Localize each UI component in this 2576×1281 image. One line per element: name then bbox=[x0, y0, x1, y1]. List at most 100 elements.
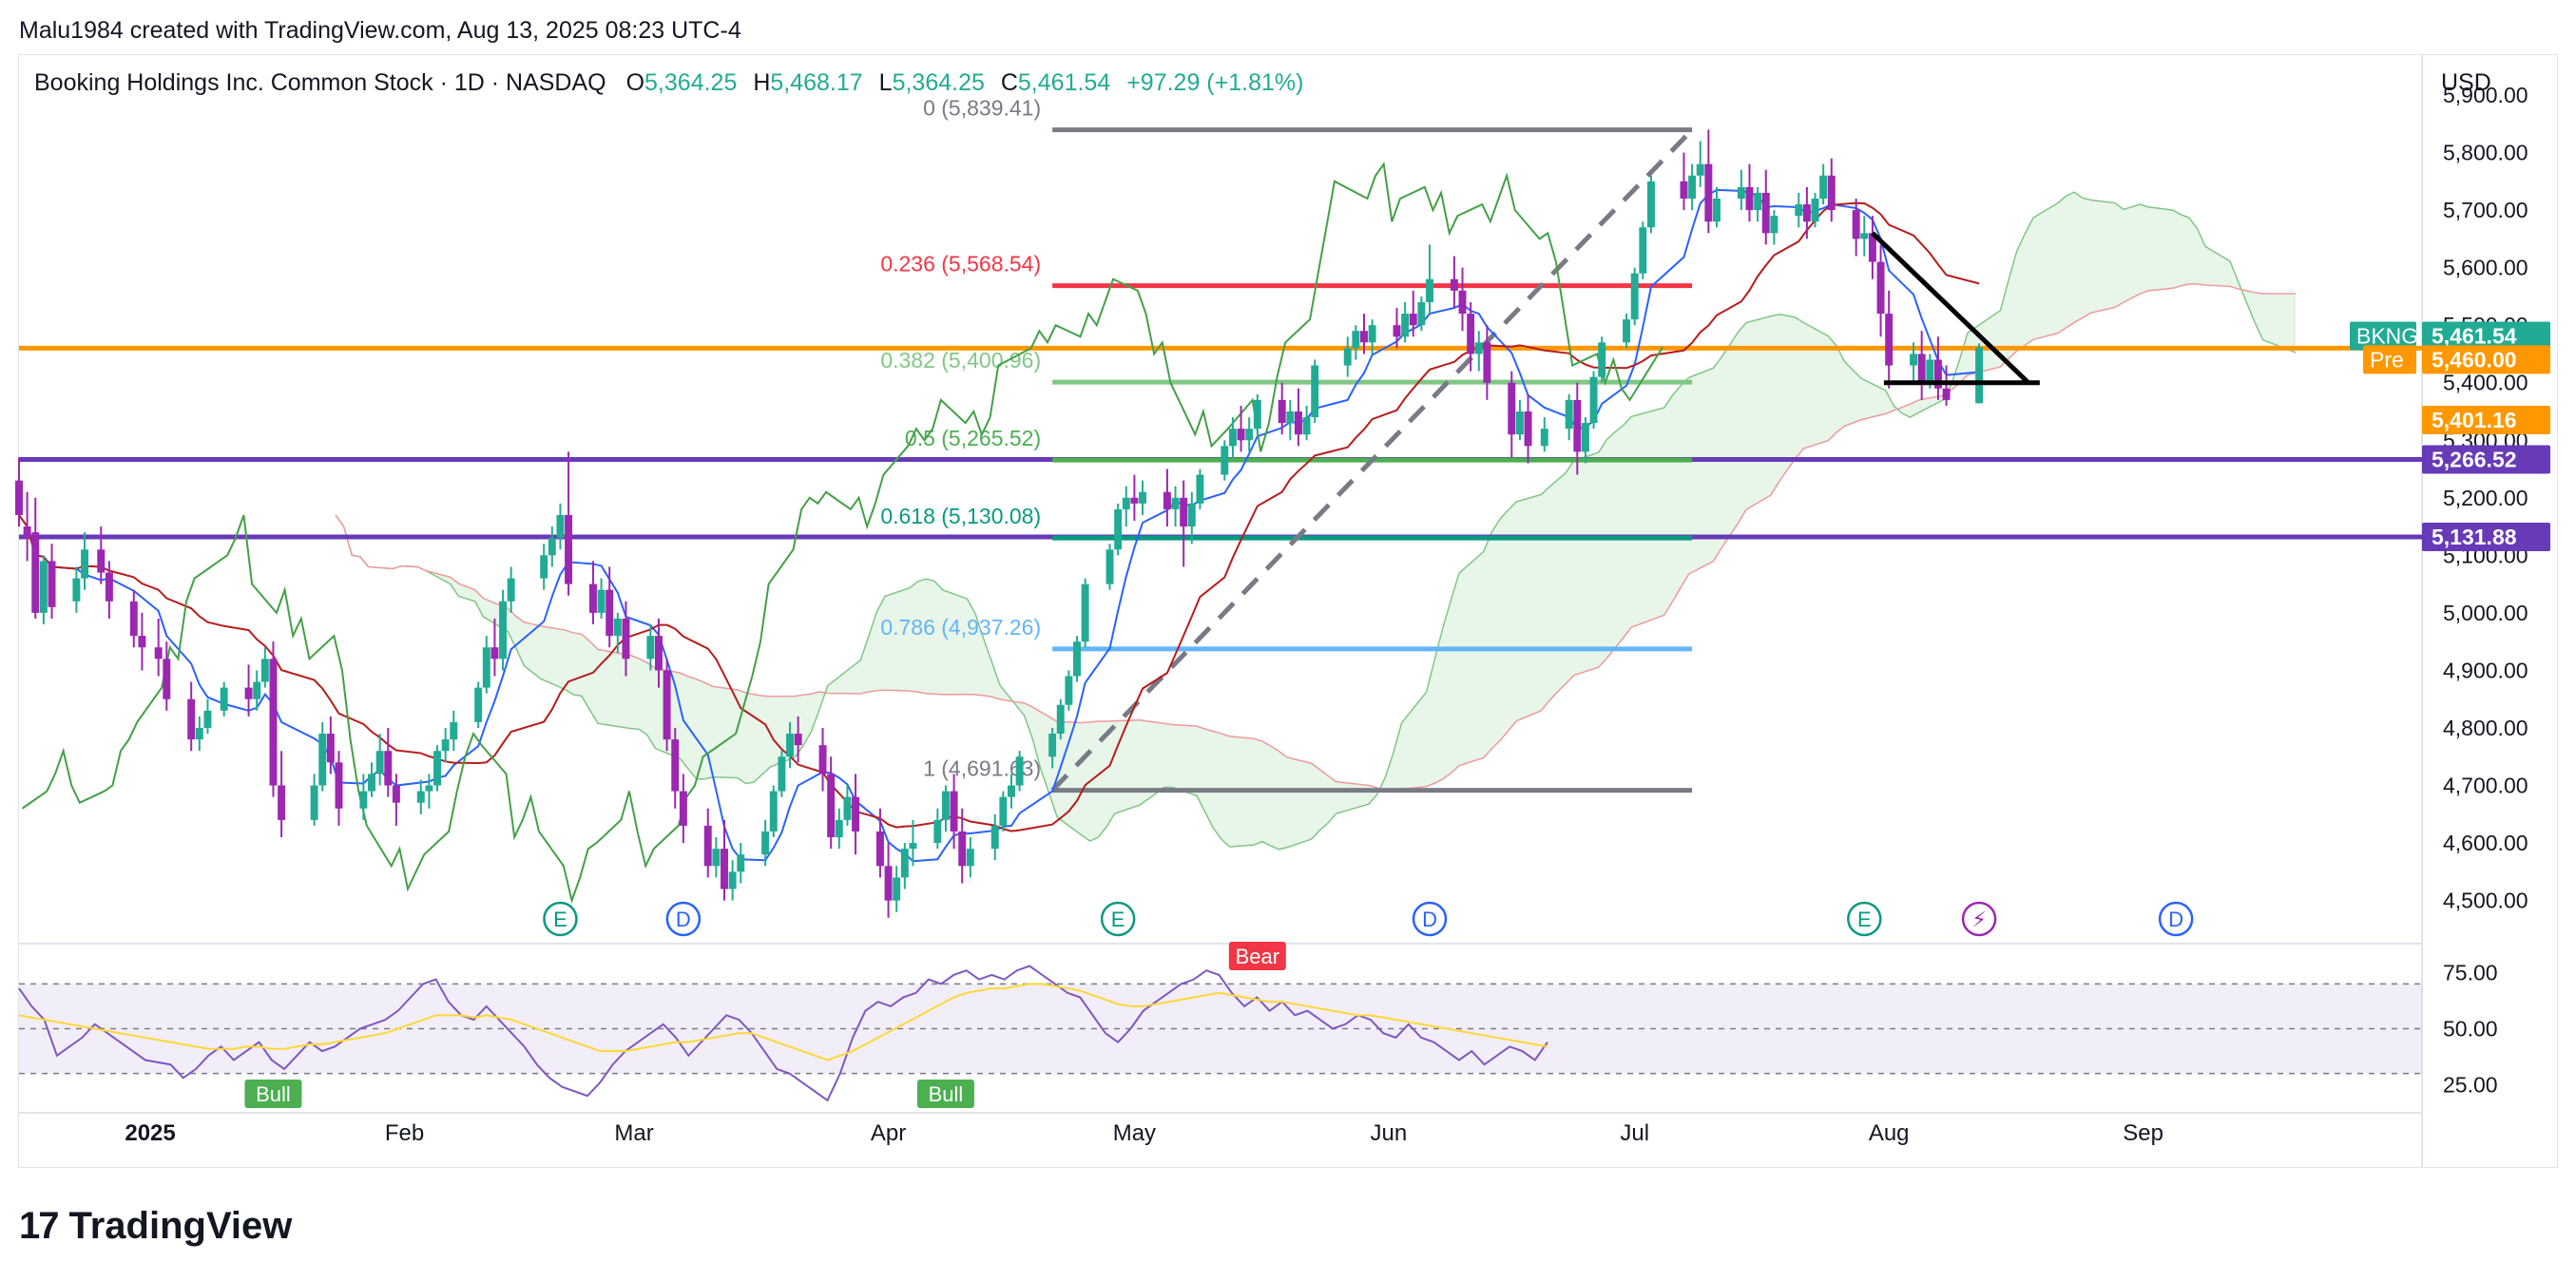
symbol-title[interactable]: Booking Holdings Inc. Common Stock · 1D … bbox=[34, 69, 606, 96]
fibonacci-retracement[interactable]: 0 (5,839.41) 0.236 (5,568.54) 0.382 (5,400… bbox=[880, 96, 1694, 793]
time-axis-tick: Apr bbox=[871, 1120, 906, 1146]
price-tag-value: 5,266.52 bbox=[2432, 448, 2517, 472]
candle-body bbox=[818, 745, 827, 774]
candle-body bbox=[786, 734, 795, 757]
earnings-event-icon[interactable]: E bbox=[1847, 901, 1882, 937]
dividend-event-icon[interactable]: D bbox=[665, 901, 702, 937]
earnings-event-icon[interactable]: E bbox=[1100, 901, 1136, 937]
candle bbox=[1589, 371, 1598, 430]
candle-body bbox=[565, 514, 573, 584]
candle bbox=[220, 681, 228, 717]
trend-drawings[interactable] bbox=[1871, 231, 2040, 386]
candle bbox=[1467, 301, 1475, 372]
candle-body bbox=[163, 659, 171, 699]
candle-body bbox=[1598, 342, 1606, 377]
candle bbox=[1073, 636, 1081, 682]
candle bbox=[1885, 290, 1894, 389]
candle bbox=[105, 561, 113, 619]
candle-body bbox=[507, 578, 515, 602]
candle-body bbox=[1688, 175, 1697, 199]
candle bbox=[244, 664, 253, 717]
dividend-event-icon[interactable]: D bbox=[1412, 901, 1448, 937]
candle-body bbox=[1467, 314, 1475, 354]
fib-level-label: 0.786 (4,937.26) bbox=[880, 615, 1041, 640]
candle bbox=[81, 532, 88, 590]
candle bbox=[1171, 486, 1180, 527]
candle bbox=[97, 526, 106, 584]
candle-body bbox=[335, 762, 343, 809]
candle bbox=[1139, 480, 1147, 515]
candle bbox=[375, 734, 384, 786]
price-tag-box bbox=[2422, 321, 2550, 351]
candle bbox=[1311, 359, 1319, 424]
candle-body bbox=[1180, 497, 1188, 527]
candle-body bbox=[721, 849, 728, 889]
candle-body bbox=[1917, 354, 1926, 383]
candle-body bbox=[1450, 278, 1458, 291]
candle bbox=[900, 843, 909, 889]
candle bbox=[318, 721, 327, 792]
candle-body bbox=[875, 831, 884, 867]
candle-body bbox=[1581, 423, 1589, 452]
candle-body bbox=[588, 583, 597, 613]
candle-body bbox=[761, 831, 770, 855]
tradingview-logo-icon: 17 bbox=[19, 1204, 59, 1247]
candle bbox=[433, 745, 441, 792]
event-markers[interactable]: E D E D E ⚡ D bbox=[543, 901, 2194, 937]
candle-body bbox=[1573, 399, 1582, 452]
candle bbox=[966, 837, 974, 878]
price-tag-label-box bbox=[2363, 345, 2416, 374]
candle-body bbox=[1704, 163, 1713, 222]
candle-body bbox=[1081, 583, 1089, 642]
currency-selector[interactable]: USD bbox=[2441, 69, 2491, 96]
close-value: 5,461.54 bbox=[1017, 69, 1111, 96]
candle-body bbox=[1114, 508, 1123, 550]
candle-body bbox=[990, 825, 999, 850]
candle-body bbox=[1187, 503, 1196, 527]
candle bbox=[1737, 169, 1745, 211]
candle-body bbox=[794, 734, 802, 746]
open-label: O bbox=[625, 69, 645, 96]
candle bbox=[1180, 480, 1188, 567]
candle-body bbox=[375, 751, 384, 774]
earnings-event-icon[interactable]: E bbox=[543, 901, 578, 937]
candle bbox=[613, 612, 622, 654]
candle bbox=[1802, 186, 1811, 239]
candle bbox=[835, 808, 843, 850]
rsi-axis-tick: 75.00 bbox=[2443, 961, 2498, 985]
candle bbox=[39, 555, 48, 625]
candle-body bbox=[278, 785, 286, 820]
chart-frame[interactable] bbox=[18, 54, 2558, 1168]
candle bbox=[786, 721, 795, 769]
candle bbox=[818, 727, 827, 792]
fib-level-label: 0.236 (5,568.54) bbox=[880, 252, 1041, 277]
candle-body bbox=[1827, 175, 1836, 211]
candle bbox=[1868, 216, 1876, 279]
candle bbox=[1630, 267, 1639, 326]
tradingview-logo[interactable]: 17 TradingView bbox=[19, 1202, 292, 1250]
candle bbox=[1187, 491, 1196, 545]
candle bbox=[1048, 727, 1057, 769]
candle bbox=[1639, 221, 1647, 279]
candle bbox=[1581, 417, 1589, 464]
candle bbox=[507, 566, 515, 613]
bullish-divergence-label: Bull bbox=[244, 1080, 302, 1108]
divergence-badge bbox=[244, 1080, 302, 1108]
candle-body bbox=[1795, 204, 1803, 217]
candle bbox=[129, 589, 138, 648]
candle bbox=[310, 774, 318, 826]
price-axis[interactable]: 5,900.005,800.005,700.005,600.005,500.00… bbox=[2443, 83, 2528, 1097]
candle bbox=[1688, 163, 1697, 211]
dividend-event-icon[interactable]: D bbox=[2158, 901, 2194, 937]
candle-body bbox=[1343, 348, 1352, 366]
split-event-icon[interactable]: ⚡ bbox=[1961, 901, 1997, 937]
candle-body bbox=[416, 791, 425, 803]
candle bbox=[138, 612, 146, 671]
change-value: +97.29 (+1.81%) bbox=[1126, 69, 1304, 96]
time-axis[interactable]: 2025 Feb Mar Apr May Jun Jul Aug Sep bbox=[125, 1120, 2163, 1146]
candle-body bbox=[48, 561, 56, 607]
candle bbox=[827, 756, 836, 850]
candle-body bbox=[1352, 331, 1360, 349]
fib-level-label: 0.5 (5,265.52) bbox=[905, 426, 1041, 450]
